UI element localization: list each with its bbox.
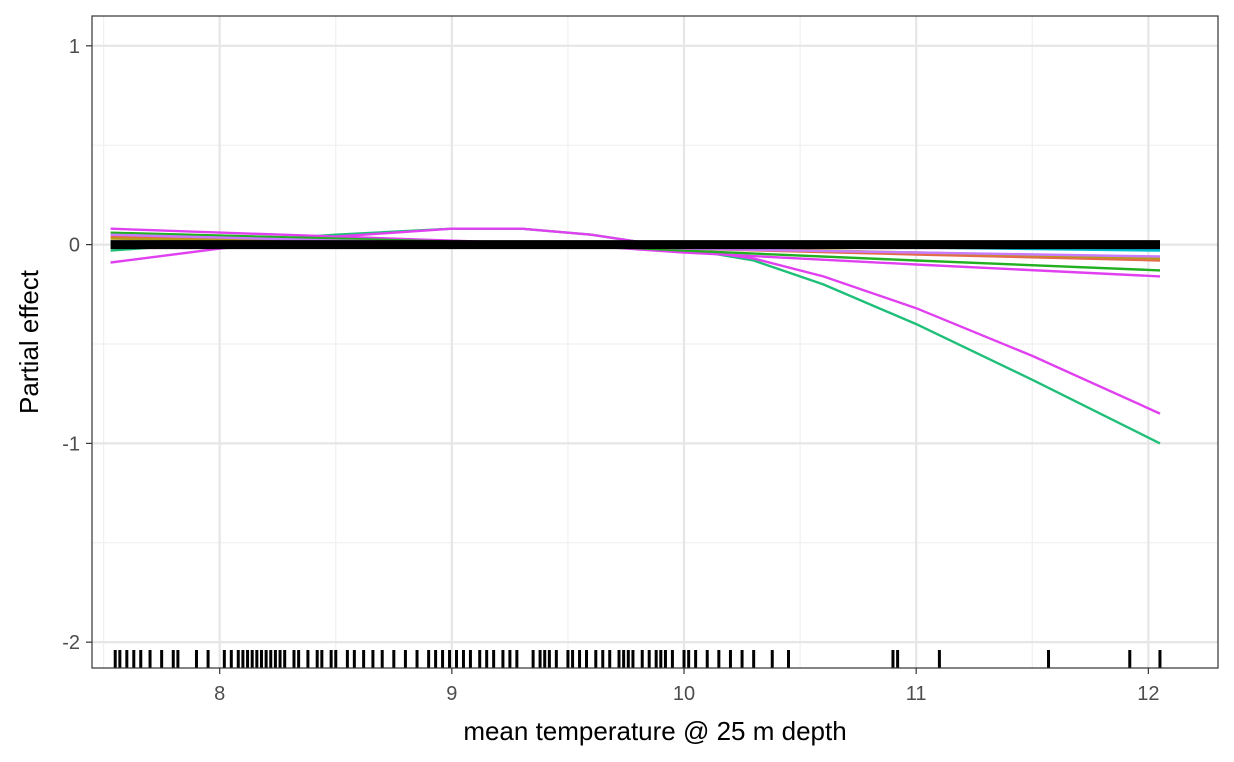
y-tick-label-1: 0 bbox=[69, 235, 80, 257]
axis-ticks bbox=[86, 45, 1149, 674]
x-axis-title: mean temperature @ 25 m depth bbox=[463, 716, 846, 746]
x-tick-label-2: 10 bbox=[673, 683, 695, 705]
plot-panel-background bbox=[92, 16, 1218, 668]
x-tick-labels: 8 9 10 11 12 bbox=[214, 683, 1159, 705]
y-tick-label-2: -1 bbox=[62, 433, 80, 455]
x-tick-label-1: 9 bbox=[446, 683, 457, 705]
y-axis-title: Partial effect bbox=[14, 269, 44, 414]
y-tick-label-3: -2 bbox=[62, 632, 80, 654]
y-tick-labels: 1 0 -1 -2 bbox=[62, 36, 80, 654]
x-tick-label-3: 11 bbox=[906, 683, 927, 705]
rug-marks bbox=[113, 650, 1162, 668]
x-tick-label-0: 8 bbox=[214, 683, 225, 705]
plot-panel-border bbox=[91, 15, 1219, 669]
x-tick-label-4: 12 bbox=[1137, 683, 1159, 705]
y-tick-label-0: 1 bbox=[69, 36, 80, 58]
series-lines bbox=[110, 227, 1161, 445]
minor-gridlines bbox=[92, 16, 1218, 668]
